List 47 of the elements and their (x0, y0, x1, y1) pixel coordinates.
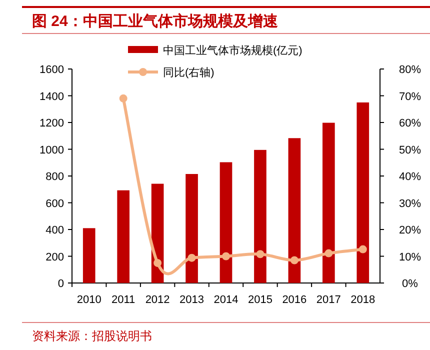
point (222, 252, 230, 260)
x-tick-label: 2017 (316, 294, 341, 306)
y2-tick-label: 10% (398, 251, 422, 264)
point (188, 254, 196, 262)
y2-tick-label: 20% (398, 224, 422, 236)
y2-tick-label: 60% (398, 118, 422, 130)
y2-tick-label: 50% (398, 144, 422, 156)
x-tick-label: 2015 (248, 294, 272, 306)
legend-label: 中国工业气体市场规模(亿元) (163, 44, 302, 57)
bar (322, 122, 335, 283)
point (256, 250, 264, 258)
y-tick-label: 400 (46, 224, 64, 236)
x-tick-label: 2010 (76, 294, 102, 306)
y-tick-label: 1200 (40, 118, 64, 130)
y2-tick-label: 0% (402, 278, 418, 290)
x-tick-label: 2011 (112, 294, 136, 306)
bar (186, 174, 198, 283)
bar (220, 162, 232, 283)
chart-title: 图 24：中国工业气体市场规模及增速 (32, 12, 279, 30)
point (119, 94, 128, 102)
x-tick-label: 2016 (282, 294, 307, 306)
point (358, 245, 367, 254)
bar (254, 150, 266, 283)
bar (356, 102, 370, 283)
x-tick-label: 2018 (350, 294, 376, 306)
point (290, 256, 298, 264)
y-tick-label: 1600 (40, 64, 64, 76)
y-tick-label: 0 (58, 278, 64, 290)
y2-tick-label: 40% (398, 171, 422, 183)
bar (117, 190, 130, 283)
text: 资料来源：招股说明书 (32, 329, 152, 343)
y2-tick-label: 70% (398, 90, 422, 103)
legend-label: 同比(右轴) (163, 66, 214, 79)
bar (82, 228, 96, 283)
y-tick-label: 600 (46, 198, 64, 210)
bar (288, 138, 301, 283)
y-tick-label: 1000 (40, 144, 64, 156)
y-tick-label: 800 (46, 171, 64, 183)
y2-tick-label: 30% (398, 198, 422, 210)
x-tick-label: 2014 (214, 294, 238, 306)
point (324, 249, 333, 258)
y2-tick-label: 80% (398, 64, 422, 76)
point (154, 258, 162, 267)
y-tick-label: 200 (46, 251, 64, 264)
x-tick-label: 2013 (180, 294, 204, 306)
x-tick-label: 2012 (145, 294, 170, 306)
y-tick-label: 1400 (40, 90, 64, 103)
